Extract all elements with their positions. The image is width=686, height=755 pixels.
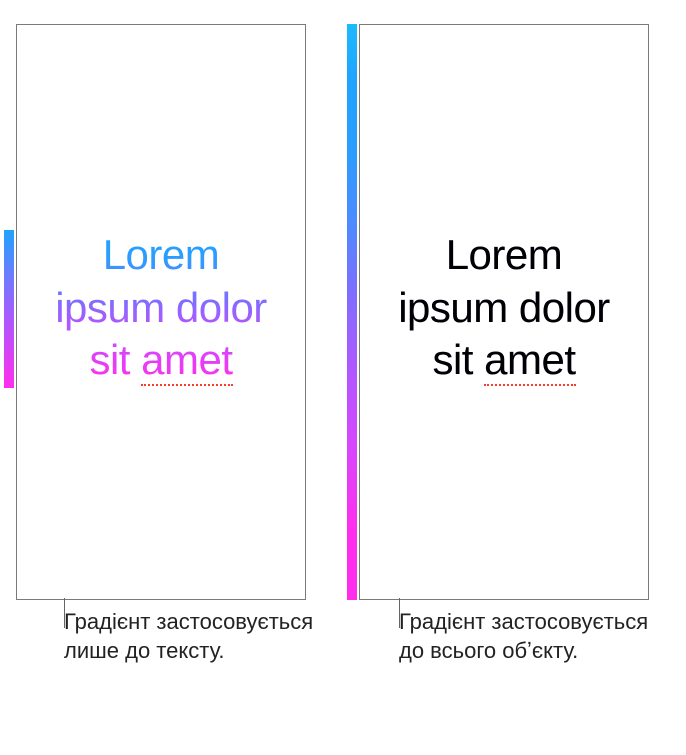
- sample-line-1: Lorem: [103, 231, 220, 278]
- sample-text-right: Lorem ipsum dolor sit amet: [398, 229, 610, 387]
- callout-leader-line: [64, 598, 65, 628]
- sample-line-3b-misspell: amet: [484, 336, 575, 386]
- caption-left-wrap: Градієнт застосовується лише до тексту.: [16, 608, 327, 665]
- caption-right: Градієнт застосовується до всього обʼєкт…: [399, 608, 670, 665]
- gradient-span-indicator-text: [4, 230, 14, 388]
- sample-line-2: ipsum dolor: [398, 284, 610, 331]
- caption-right-wrap: Градієнт застосовується до всього обʼєкт…: [359, 608, 670, 665]
- sample-line-2: ipsum dolor: [55, 284, 267, 331]
- example-gradient-whole-object: Lorem ipsum dolor sit amet Градієнт заст…: [359, 24, 670, 665]
- sample-line-1: Lorem: [446, 231, 563, 278]
- panel-left: Lorem ipsum dolor sit amet: [16, 24, 306, 600]
- sample-line-3b-misspell: amet: [141, 336, 232, 386]
- sample-line-3a: sit: [432, 336, 484, 383]
- panel-right: Lorem ipsum dolor sit amet: [359, 24, 649, 600]
- sample-text-left: Lorem ipsum dolor sit amet: [55, 229, 267, 387]
- gradient-span-indicator-object: [347, 24, 357, 600]
- example-gradient-text-only: Lorem ipsum dolor sit amet Градієнт заст…: [16, 24, 327, 665]
- caption-left: Градієнт застосовується лише до тексту.: [64, 608, 327, 665]
- sample-line-3a: sit: [89, 336, 141, 383]
- callout-leader-line: [399, 598, 400, 628]
